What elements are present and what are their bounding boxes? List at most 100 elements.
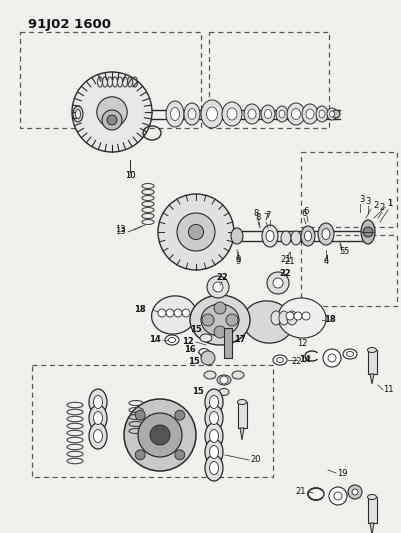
Ellipse shape [205, 439, 223, 465]
Text: 18: 18 [134, 305, 146, 314]
Ellipse shape [279, 110, 285, 118]
Text: 9: 9 [235, 255, 241, 264]
Ellipse shape [301, 226, 315, 246]
Ellipse shape [248, 109, 256, 119]
Ellipse shape [201, 304, 239, 336]
Ellipse shape [205, 389, 223, 415]
Circle shape [267, 272, 289, 294]
Ellipse shape [200, 334, 212, 342]
Text: 8: 8 [253, 209, 259, 219]
Circle shape [323, 349, 341, 367]
Ellipse shape [184, 103, 200, 125]
Circle shape [294, 312, 302, 320]
Bar [20, 32, 201, 128]
Text: 3: 3 [365, 198, 371, 206]
Bar [224, 328, 232, 358]
Ellipse shape [316, 106, 328, 122]
Text: 5: 5 [339, 247, 344, 256]
Text: 12: 12 [297, 340, 307, 349]
Circle shape [175, 410, 185, 420]
Text: 15: 15 [192, 387, 204, 397]
Text: 2: 2 [373, 201, 379, 211]
Circle shape [201, 351, 215, 365]
Ellipse shape [227, 108, 237, 120]
Circle shape [102, 110, 122, 130]
Ellipse shape [261, 105, 275, 123]
Text: 22: 22 [216, 273, 228, 282]
Ellipse shape [73, 106, 83, 122]
Ellipse shape [327, 108, 337, 120]
Ellipse shape [199, 349, 209, 356]
Ellipse shape [217, 375, 231, 385]
Ellipse shape [273, 355, 287, 365]
Ellipse shape [232, 371, 244, 379]
Ellipse shape [93, 411, 103, 424]
Text: 21: 21 [296, 488, 306, 497]
Circle shape [150, 425, 170, 445]
Ellipse shape [367, 495, 377, 499]
Circle shape [214, 302, 226, 314]
Ellipse shape [209, 395, 219, 408]
Ellipse shape [265, 109, 271, 118]
Text: 6: 6 [303, 207, 309, 216]
Ellipse shape [222, 102, 242, 126]
Text: 5: 5 [343, 247, 348, 256]
Circle shape [352, 489, 358, 495]
Bar [32, 365, 273, 477]
Text: 12: 12 [182, 337, 194, 346]
Bar [238, 402, 247, 428]
Ellipse shape [89, 423, 107, 449]
Text: 7: 7 [265, 212, 271, 221]
Ellipse shape [201, 100, 223, 128]
Text: 21: 21 [281, 255, 291, 264]
Ellipse shape [170, 108, 180, 120]
Circle shape [107, 115, 117, 125]
Ellipse shape [168, 337, 176, 343]
Ellipse shape [287, 311, 297, 325]
Circle shape [135, 450, 145, 460]
Text: 9: 9 [235, 257, 241, 266]
Ellipse shape [190, 295, 250, 345]
Circle shape [166, 309, 174, 317]
Bar [301, 152, 397, 227]
Text: 6: 6 [301, 209, 307, 219]
Circle shape [334, 492, 342, 500]
Circle shape [188, 224, 204, 240]
Ellipse shape [219, 389, 229, 395]
Circle shape [286, 312, 294, 320]
Circle shape [273, 278, 283, 288]
Circle shape [329, 487, 347, 505]
Ellipse shape [287, 103, 305, 125]
Text: 13: 13 [115, 228, 125, 237]
Circle shape [175, 450, 185, 460]
Text: 10: 10 [125, 171, 135, 180]
Text: 1: 1 [387, 199, 393, 208]
Text: 11: 11 [383, 385, 393, 394]
Text: 4: 4 [323, 257, 329, 266]
Circle shape [158, 309, 166, 317]
Ellipse shape [332, 110, 340, 118]
Text: 19: 19 [337, 469, 347, 478]
Ellipse shape [166, 101, 184, 127]
Ellipse shape [318, 223, 334, 245]
Text: 8: 8 [255, 213, 261, 222]
Polygon shape [240, 428, 244, 440]
Ellipse shape [319, 110, 325, 118]
Text: 2: 2 [379, 204, 385, 213]
Circle shape [213, 282, 223, 292]
Text: 20: 20 [251, 456, 261, 464]
Circle shape [72, 72, 152, 152]
Circle shape [138, 413, 182, 457]
Ellipse shape [292, 109, 300, 119]
Text: 91J02 1600: 91J02 1600 [28, 18, 111, 31]
Ellipse shape [231, 228, 243, 244]
Circle shape [207, 276, 229, 298]
Ellipse shape [243, 301, 293, 343]
Ellipse shape [89, 405, 107, 431]
Circle shape [135, 410, 145, 420]
Ellipse shape [209, 411, 219, 424]
Text: 1: 1 [387, 199, 393, 208]
Text: 4: 4 [323, 255, 329, 264]
Circle shape [97, 97, 127, 127]
Ellipse shape [75, 109, 81, 118]
